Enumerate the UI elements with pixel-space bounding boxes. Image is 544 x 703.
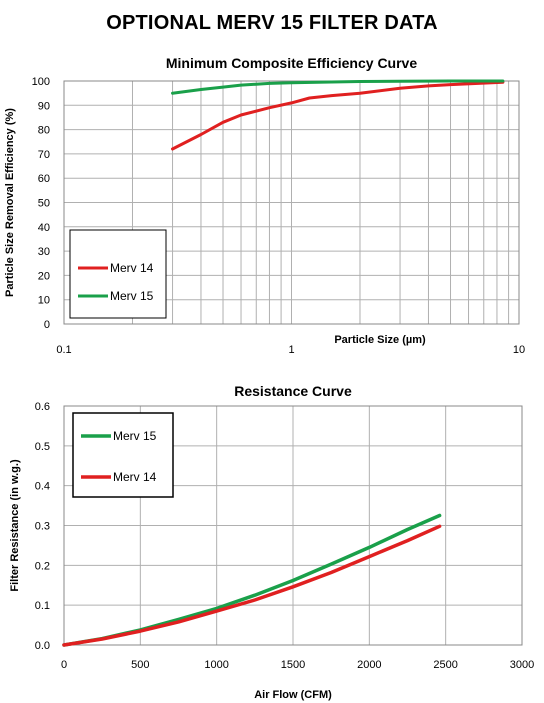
- chart1-title: Minimum Composite Efficiency Curve: [166, 55, 417, 71]
- chart1-x-tick-label: 0.1: [56, 344, 71, 356]
- chart2-y-axis-label: Filter Resistance (in w.g.): [9, 459, 21, 592]
- chart2-legend-box: [72, 412, 174, 498]
- chart1-y-tick-label: 90: [38, 100, 50, 112]
- chart2-x-axis-label: Air Flow (CFM): [254, 689, 332, 701]
- chart2-x-tick-label: 3000: [510, 659, 534, 671]
- chart1-y-tick-label: 40: [38, 222, 50, 234]
- chart2-x-tick-label: 2500: [433, 659, 457, 671]
- chart1-y-tick-label: 70: [38, 149, 50, 161]
- chart2-y-tick-label: 0.0: [35, 640, 50, 652]
- chart1-x-axis-label: Particle Size (µm): [334, 334, 426, 346]
- chart2-y-tick-label: 0.5: [35, 441, 50, 453]
- chart2-series-line-merv-15: [62, 513, 442, 647]
- chart1-x-tick-label: 1: [288, 344, 294, 356]
- chart2-x-tick-label: 1000: [204, 659, 228, 671]
- chart1-plot-frame: [63, 80, 520, 325]
- chart1-legend-label: Merv 14: [110, 261, 154, 275]
- chart1-series-line-merv-14: [171, 80, 505, 151]
- chart1-x-tick-label: 10: [513, 344, 525, 356]
- chart2-y-tick-label: 0.2: [35, 560, 50, 572]
- chart1-y-tick-label: 60: [38, 173, 50, 185]
- chart2-series-line-merv-14: [62, 524, 442, 647]
- chart1-legend-box: [69, 229, 167, 319]
- chart2-y-tick-label: 0.3: [35, 521, 50, 533]
- chart1-y-tick-label: 10: [38, 295, 50, 307]
- chart2-x-tick-label: 500: [131, 659, 149, 671]
- chart2-x-tick-label: 1500: [281, 659, 305, 671]
- chart1-y-tick-label: 100: [32, 76, 50, 88]
- chart1-y-tick-label: 20: [38, 270, 50, 282]
- chart2-plot-frame: [63, 405, 523, 646]
- chart1-series-line-merv-15: [171, 79, 505, 95]
- page-title: OPTIONAL MERV 15 FILTER DATA: [106, 12, 438, 34]
- chart1-y-tick-label: 50: [38, 198, 50, 210]
- chart2-y-tick-label: 0.1: [35, 600, 50, 612]
- chart1-y-axis-label: Particle Size Removal Efficiency (%): [4, 108, 16, 297]
- chart2-y-tick-label: 0.4: [35, 481, 50, 493]
- chart2-legend-label: Merv 14: [113, 470, 157, 484]
- chart2-legend-label: Merv 15: [113, 429, 157, 443]
- chart1-y-tick-label: 30: [38, 246, 50, 258]
- chart2-x-tick-label: 0: [61, 659, 67, 671]
- chart1-y-tick-label: 80: [38, 125, 50, 137]
- chart1-y-tick-label: 0: [44, 319, 50, 331]
- chart2-x-tick-label: 2000: [357, 659, 381, 671]
- chart2-title: Resistance Curve: [234, 383, 352, 399]
- chart1-legend-label: Merv 15: [110, 289, 154, 303]
- chart2-y-tick-label: 0.6: [35, 401, 50, 413]
